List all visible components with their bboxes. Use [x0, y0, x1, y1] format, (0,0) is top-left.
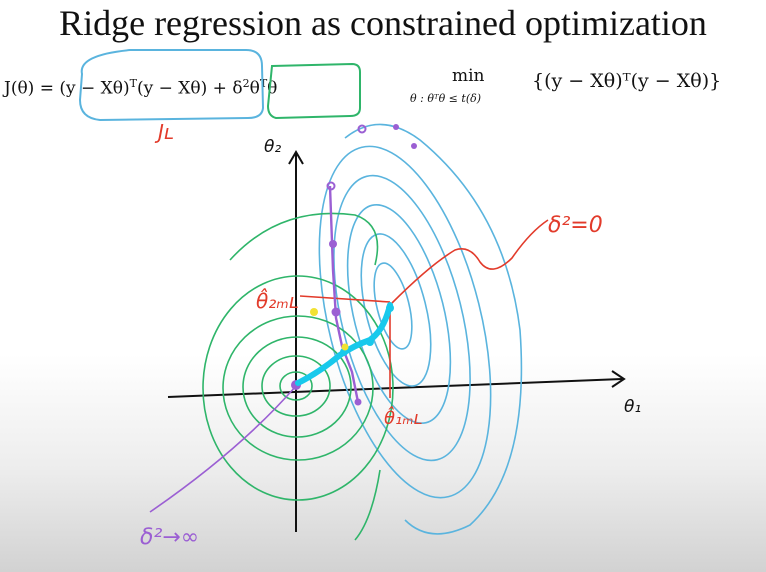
likelihood-contour — [318, 145, 492, 499]
formula-term2-c: θ — [267, 78, 278, 99]
penalty-contour — [261, 355, 331, 417]
likelihood-contour — [360, 233, 432, 387]
likelihood-term-box — [78, 49, 265, 122]
delta-inf-leader — [149, 385, 297, 513]
j-l-label: Jʟ — [154, 120, 174, 144]
purple-dot — [326, 181, 336, 191]
likelihood-contour — [373, 262, 413, 350]
penalty-contour — [229, 212, 379, 266]
formula-term1-sup: T — [129, 77, 137, 90]
yellow-dot — [341, 343, 349, 351]
purple-solution-path — [328, 185, 360, 403]
delta-zero-label: δ²=0 — [548, 213, 603, 238]
theta1-axis — [167, 378, 623, 398]
formula-term2-sup1: 2 — [242, 77, 250, 90]
purple-dot — [354, 398, 362, 406]
formula-term2-a: δ — [232, 78, 243, 99]
formula-plus: + — [207, 78, 233, 99]
formula-term1: (y − Xθ) — [59, 78, 130, 99]
penalty-contour — [222, 315, 374, 461]
constrained-objective: {(y − Xθ)ᵀ(y − Xθ)} — [532, 70, 722, 92]
penalty-contour — [279, 371, 313, 401]
purple-dot — [329, 240, 337, 248]
min-operator: min — [452, 66, 485, 86]
ridge-path-group — [295, 302, 394, 386]
ridge-solution-path — [295, 302, 393, 386]
purple-dot — [357, 124, 367, 134]
purple-path-group — [149, 124, 417, 513]
penalty-term-box — [266, 62, 361, 120]
delta-zero-leader — [391, 219, 549, 304]
theta1-arrowhead — [611, 370, 626, 388]
penalty-contour — [354, 469, 381, 541]
purple-dot — [331, 307, 341, 317]
min-constraint: θ : θᵀθ ≤ t(δ) — [410, 92, 482, 105]
likelihood-contour — [346, 203, 452, 425]
page-title: Ridge regression as constrained optimiza… — [59, 3, 707, 43]
purple-dot — [393, 124, 399, 130]
purple-dot — [411, 143, 417, 149]
penalty-contours — [202, 212, 394, 541]
theta1-axis-label: θ₁ — [624, 397, 641, 417]
formula-term1b: (y − Xθ) — [136, 78, 208, 99]
formula-term2-b: θ — [249, 78, 260, 99]
ridge-cost-formula: J(θ) = (y − Xθ)T(y − Xθ) + δ2θTθ — [4, 77, 277, 99]
theta2-axis-label: θ₂ — [264, 137, 281, 157]
theta2-ml-label: θ̂₂ₘʟ — [256, 288, 299, 313]
theta2-arrowhead — [288, 150, 304, 165]
theta2-ml-line — [299, 295, 391, 303]
penalty-contour — [202, 275, 394, 501]
yellow-dot — [310, 308, 318, 316]
likelihood-contours — [318, 123, 523, 535]
delta-inf-label: δ²→∞ — [140, 525, 199, 550]
penalty-contour — [242, 336, 352, 438]
formula-lhs: J(θ) = — [4, 78, 60, 99]
ml-reference-lines — [299, 219, 549, 398]
ridge-path-dot — [366, 338, 374, 346]
formula-term2-sup2: T — [259, 77, 268, 90]
theta1-ml-label: θ̂₁ₘʟ — [384, 406, 423, 429]
likelihood-contour — [333, 174, 471, 462]
ridge-path-dot — [386, 304, 394, 312]
likelihood-contour — [344, 123, 523, 535]
